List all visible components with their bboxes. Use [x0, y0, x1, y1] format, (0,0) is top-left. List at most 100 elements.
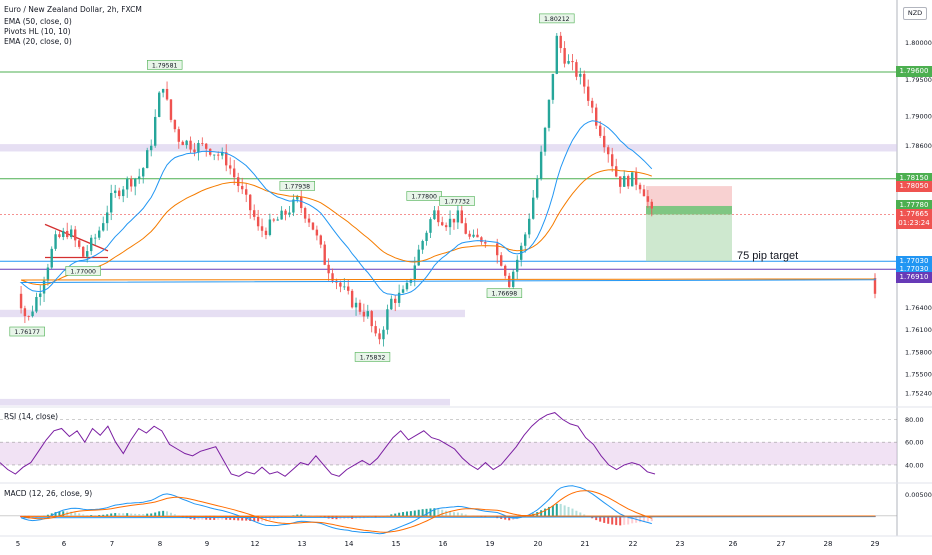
candle-body	[464, 223, 467, 234]
macd-hist-bar	[94, 515, 97, 516]
candle-body	[197, 142, 200, 153]
candle-body	[563, 48, 566, 64]
macd-hist-bar	[540, 510, 543, 516]
macd-hist-bar	[31, 515, 34, 519]
macd-hist-bar	[74, 512, 77, 516]
candle-body	[181, 141, 184, 146]
price-tick-label: 1.80000	[905, 39, 932, 47]
macd-line	[20, 485, 876, 535]
candle-body	[650, 201, 653, 209]
candle-body	[169, 99, 173, 120]
candle-body	[165, 88, 169, 100]
candle-body	[390, 298, 393, 310]
candle-body	[70, 229, 73, 238]
pivot-label: 1.79581	[152, 62, 178, 69]
macd-hist-bar	[110, 513, 113, 516]
currency-badge[interactable]: NZD	[903, 7, 927, 20]
candle-body	[189, 140, 192, 150]
macd-hist-bar	[54, 512, 57, 516]
candle-body	[607, 147, 610, 155]
candle-body	[185, 140, 188, 146]
macd-hist-bar	[158, 511, 161, 516]
time-tick-label: 8	[158, 540, 162, 548]
legend-pivots[interactable]: Pivots HL (10, 10)	[4, 27, 71, 36]
candle-body	[331, 273, 334, 281]
macd-hist-bar	[607, 515, 610, 524]
candle-body	[516, 259, 519, 272]
price-badge: 1.77780	[896, 200, 932, 212]
candle-body	[567, 61, 570, 64]
candle-body	[421, 240, 424, 250]
pivot-label-box	[279, 181, 315, 191]
macd-hist-bar	[173, 514, 176, 516]
legend-ema20[interactable]: EMA (20, close, 0)	[4, 37, 72, 46]
candle-body	[142, 168, 145, 177]
macd-hist-bar	[615, 515, 618, 526]
candle-body	[362, 311, 366, 317]
legend-ema50[interactable]: EMA (50, close, 0)	[4, 17, 72, 26]
candle-body	[19, 293, 23, 309]
macd-hist-bar	[646, 515, 649, 522]
macd-hist-bar	[595, 515, 598, 521]
candle-body	[23, 308, 27, 317]
take-profit-box	[646, 205, 732, 262]
candle-body	[221, 152, 224, 156]
candle-body	[539, 151, 543, 179]
macd-hist-bar	[619, 515, 622, 526]
candle-body	[78, 240, 81, 247]
candle-body	[50, 248, 53, 268]
candle-body	[276, 219, 279, 221]
ema20-line	[19, 120, 876, 296]
candle-body	[627, 176, 630, 187]
pivot-label: 1.77938	[285, 183, 311, 190]
macd-hist-bar	[82, 514, 85, 516]
macd-hist-bar	[456, 512, 459, 516]
candle-body	[343, 286, 346, 288]
candle-body	[429, 219, 432, 233]
macd-hist-bar	[650, 515, 653, 522]
candle-body	[536, 178, 539, 198]
time-tick-label: 29	[871, 540, 880, 548]
macd-hist-bar	[154, 512, 157, 516]
candle-body	[35, 296, 38, 312]
candle-body	[634, 172, 638, 185]
candle-body	[354, 302, 358, 308]
pivot-label-box	[539, 13, 575, 24]
candle-body	[378, 333, 381, 340]
macd-hist-bar	[169, 512, 172, 516]
macd-hist-bar	[627, 515, 630, 525]
candle-body	[591, 100, 594, 108]
macd-hist-bar	[253, 515, 256, 522]
candle-body	[66, 230, 69, 238]
macd-hist-bar	[437, 508, 440, 516]
macd-hist-bar	[575, 510, 578, 516]
candle-body	[303, 208, 307, 219]
macd-hist-bar	[86, 515, 89, 516]
candle-body	[413, 265, 416, 280]
pivot-label: 1.76177	[14, 329, 40, 336]
price-tick-label: 1.76100	[905, 326, 932, 334]
macd-hist-bar	[551, 505, 554, 516]
rsi-tick-label: 60.00	[905, 439, 924, 447]
time-tick-label: 20	[534, 540, 543, 548]
pivot-label: 1.76698	[492, 291, 518, 298]
candle-body	[94, 237, 97, 239]
candle-body	[543, 127, 547, 152]
macd-hist-bar	[122, 513, 125, 516]
candle-body	[417, 249, 420, 266]
time-tick-label: 26	[729, 540, 738, 548]
candle-body	[58, 234, 61, 238]
pip-target-annotation: 75 pip target	[737, 250, 799, 262]
candle-body	[433, 210, 436, 220]
macd-hist-bar	[264, 515, 267, 522]
candle-body	[587, 86, 590, 101]
macd-hist-bar	[555, 503, 558, 516]
time-tick-label: 28	[824, 540, 833, 548]
candle-body	[642, 189, 646, 197]
candle-body	[374, 326, 377, 334]
macd-hist-bar	[508, 515, 511, 521]
macd-hist-bar	[504, 515, 507, 520]
candle-body	[496, 243, 499, 256]
candle-body	[575, 62, 578, 77]
